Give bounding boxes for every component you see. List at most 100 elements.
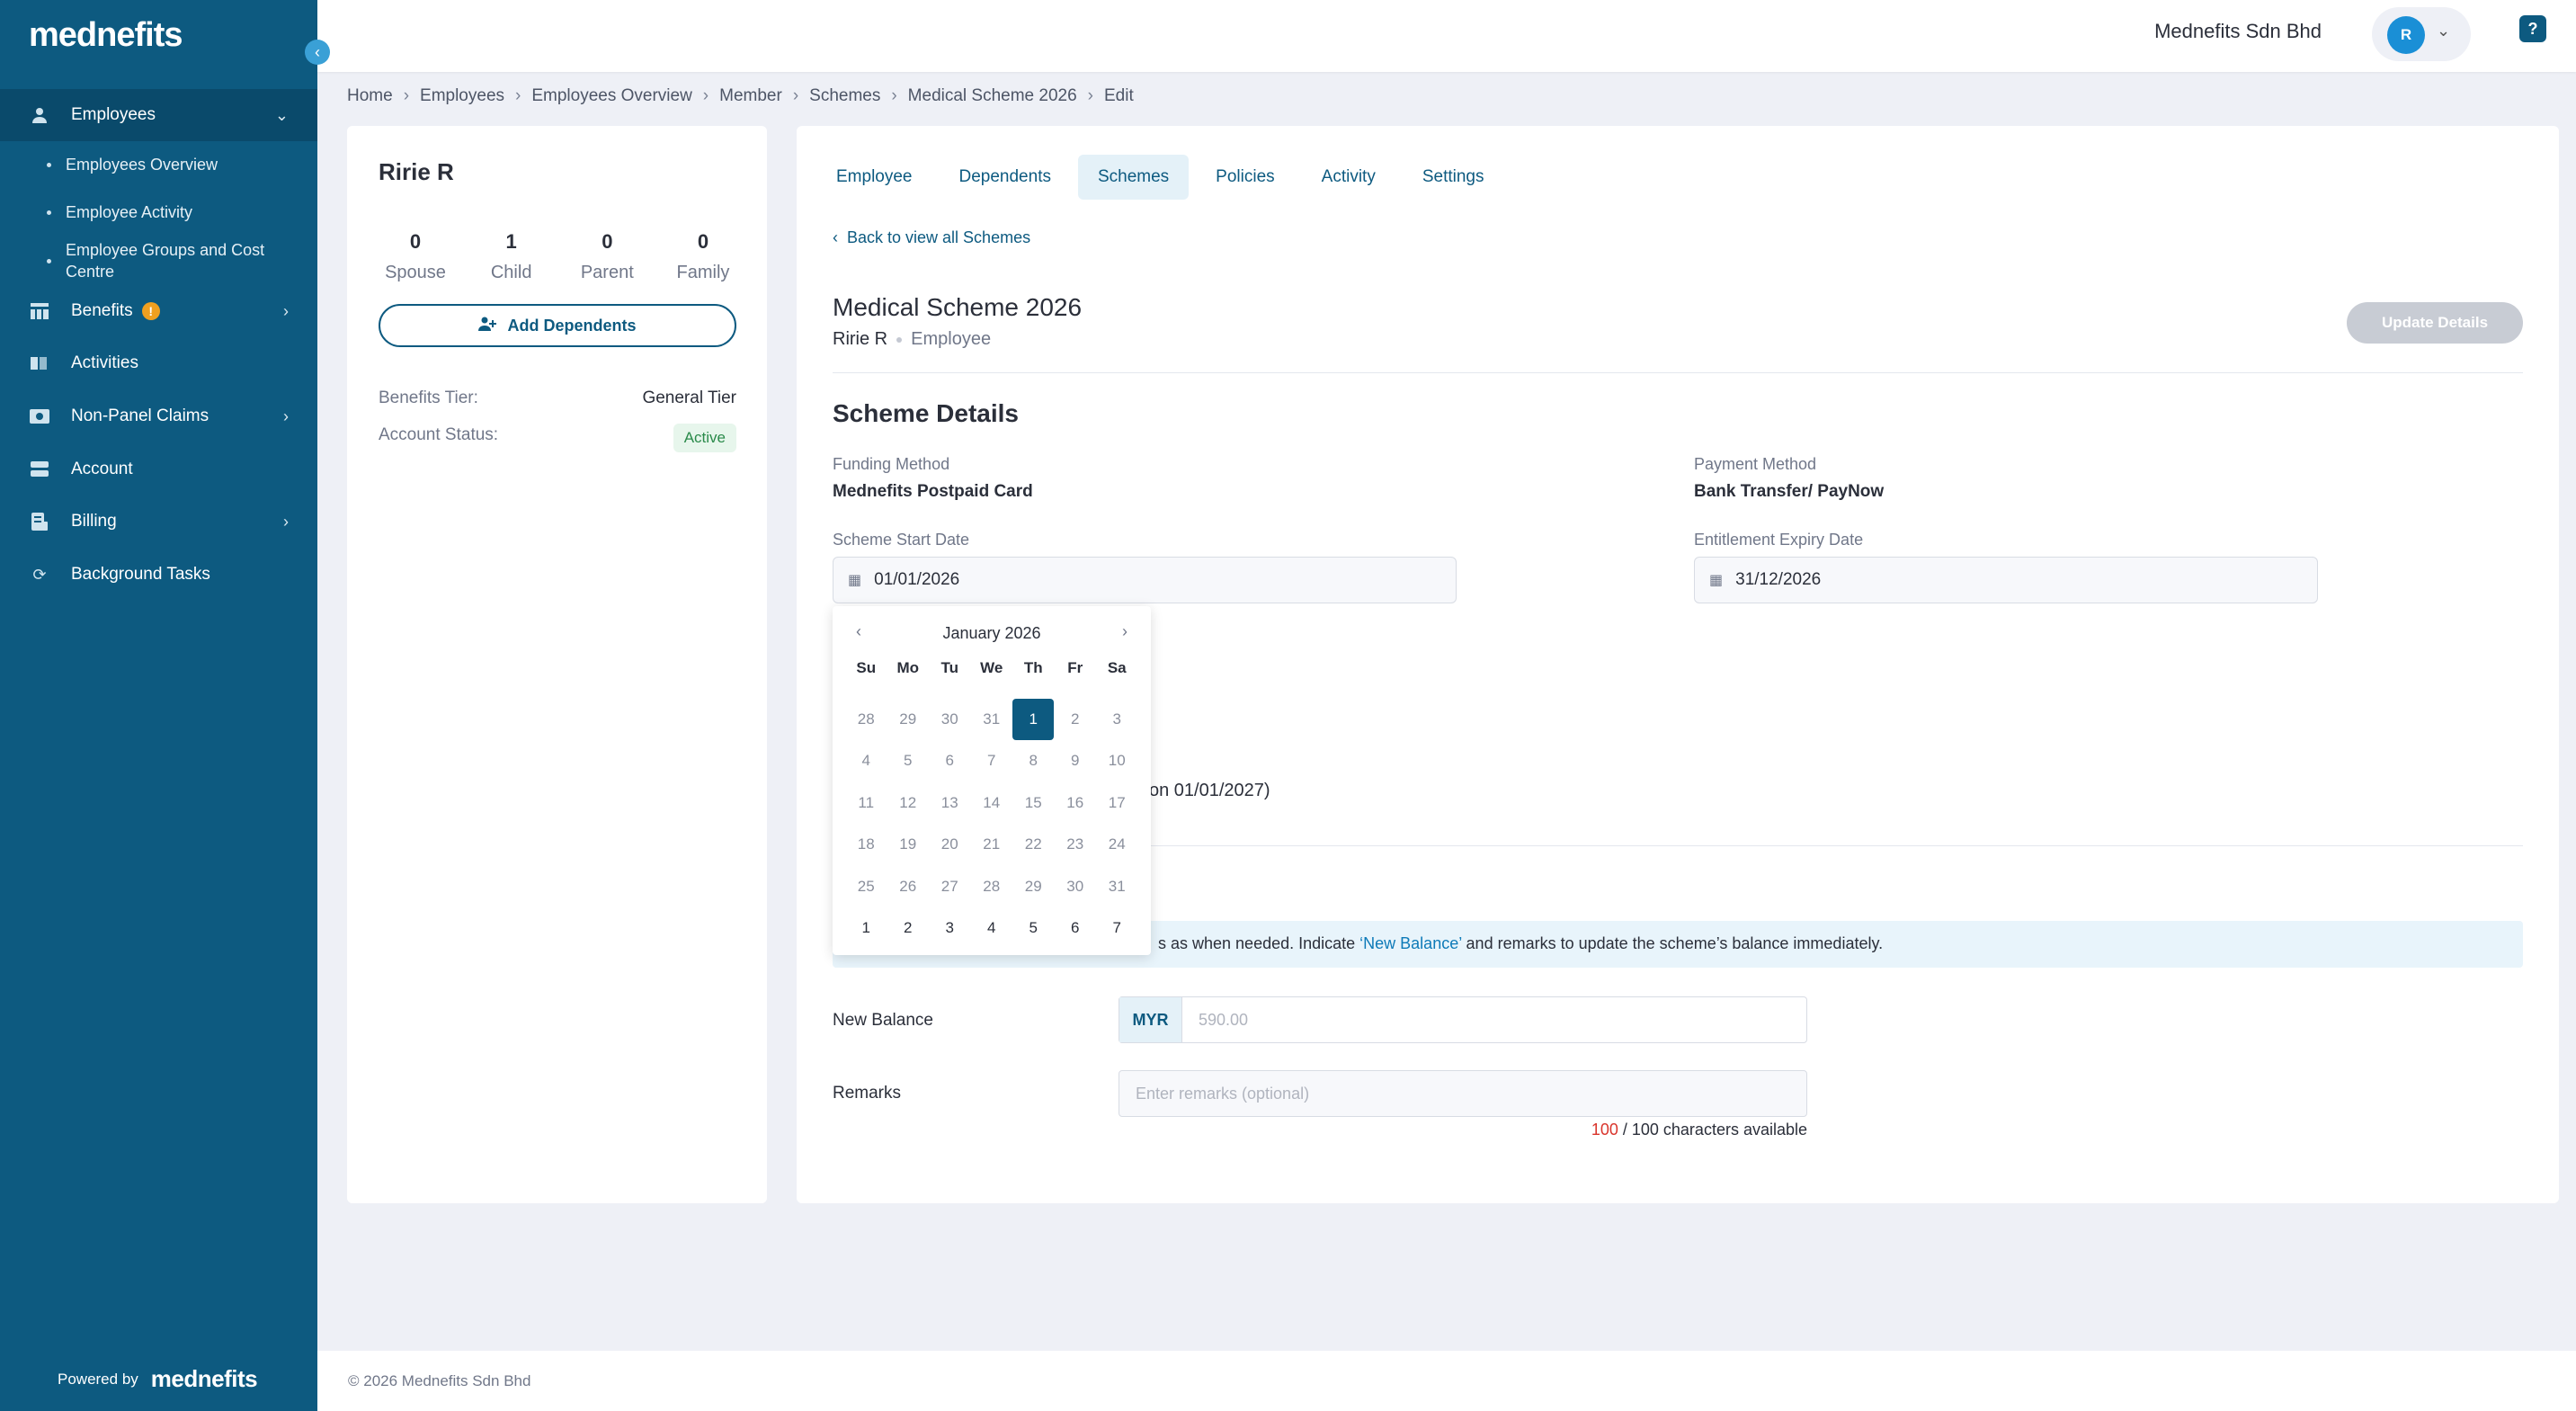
calendar-day[interactable]: 17 (1108, 793, 1126, 811)
calendar-day[interactable]: 8 (1029, 752, 1038, 770)
calendar-day[interactable]: 14 (983, 793, 1001, 811)
update-details-button[interactable]: Update Details (2347, 302, 2523, 344)
account-status-row: Account Status: Active (379, 424, 736, 452)
calendar-day[interactable]: 30 (1066, 877, 1084, 895)
calendar-day[interactable]: 10 (1108, 752, 1126, 770)
calendar-day[interactable]: 23 (1066, 835, 1084, 853)
sidebar-item-activities[interactable]: Activities (0, 337, 317, 389)
calendar-day[interactable]: 18 (857, 835, 875, 853)
calendar-day[interactable]: 3 (1112, 710, 1121, 728)
bullet-icon (47, 259, 51, 263)
selected-day[interactable]: 1 (1012, 698, 1055, 740)
calendar-day[interactable]: 1 (861, 919, 870, 937)
calendar-day[interactable]: 13 (940, 793, 958, 811)
calendar-day[interactable]: 16 (1066, 793, 1084, 811)
stat-child: 1 Child (490, 230, 532, 282)
breadcrumb-member[interactable]: Member (719, 86, 782, 105)
calendar-day[interactable]: 7 (1112, 919, 1121, 937)
weekday-header: We (980, 659, 1003, 676)
sidebar-item-billing[interactable]: Billing › (0, 496, 317, 548)
add-dependents-button[interactable]: Add Dependents (379, 304, 736, 347)
sidebar-subitem-employees-overview[interactable]: Employees Overview (47, 154, 316, 175)
new-balance-label: New Balance (833, 1011, 933, 1030)
tab-policies[interactable]: Policies (1216, 167, 1275, 186)
calendar-day[interactable]: 26 (899, 877, 917, 895)
tab-settings[interactable]: Settings (1422, 167, 1484, 186)
back-to-schemes-link[interactable]: ‹ Back to view all Schemes (833, 228, 1031, 246)
top-bar: Mednefits Sdn Bhd R ⌄ ? (317, 0, 2576, 72)
calendar-day[interactable]: 21 (983, 835, 1001, 853)
calendar-day[interactable]: 29 (899, 710, 917, 728)
breadcrumb-scheme[interactable]: Medical Scheme 2026 (907, 86, 1077, 105)
prev-month-button[interactable]: ‹ (856, 622, 861, 640)
invoice-icon (29, 512, 50, 531)
calendar-day[interactable]: 29 (1024, 877, 1042, 895)
calendar-day[interactable]: 1 (1012, 698, 1055, 741)
calendar-day[interactable]: 6 (945, 752, 954, 770)
tab-schemes[interactable]: Schemes (1077, 155, 1190, 200)
expiry-date-input[interactable]: ▦ 31/12/2026 (1694, 557, 2318, 603)
sidebar-item-benefits[interactable]: Benefits! › (0, 285, 317, 337)
user-menu-button[interactable]: R ⌄ (2372, 7, 2471, 61)
calendar-day[interactable]: 19 (899, 835, 917, 853)
book-icon (29, 353, 50, 373)
copyright: © 2026 Mednefits Sdn Bhd (348, 1372, 531, 1389)
calendar-day[interactable]: 5 (904, 752, 913, 770)
sidebar-item-non-panel-claims[interactable]: Non-Panel Claims › (0, 390, 317, 442)
calendar-day[interactable]: 31 (1108, 877, 1126, 895)
stat-spouse: 0 Spouse (385, 230, 446, 282)
help-icon[interactable]: ? (2519, 15, 2546, 42)
calendar-day[interactable]: 9 (1071, 752, 1080, 770)
calendar-day[interactable]: 31 (983, 710, 1001, 728)
calendar-day[interactable]: 15 (1024, 793, 1042, 811)
tab-activity[interactable]: Activity (1321, 167, 1376, 186)
chevron-right-icon: › (283, 512, 289, 531)
calendar-day[interactable]: 11 (858, 793, 875, 811)
sidebar-subitem-employee-activity[interactable]: Employee Activity (47, 201, 316, 223)
breadcrumb-employees[interactable]: Employees (420, 86, 505, 105)
calendar-day[interactable]: 12 (899, 793, 917, 811)
refresh-icon: ⟳ (32, 565, 47, 584)
expiry-date-label: Entitlement Expiry Date (1694, 531, 1864, 549)
calendar-day[interactable]: 6 (1071, 919, 1080, 937)
tab-employee[interactable]: Employee (836, 167, 913, 186)
calendar-day[interactable]: 3 (945, 919, 954, 937)
calendar-day[interactable]: 2 (1071, 710, 1080, 728)
remarks-input[interactable]: Enter remarks (optional) (1119, 1070, 1807, 1117)
benefits-tier-value: General Tier (642, 388, 736, 407)
calendar-day[interactable]: 22 (1024, 835, 1042, 853)
breadcrumb-employees-overview[interactable]: Employees Overview (531, 86, 692, 105)
next-month-button[interactable]: › (1122, 622, 1128, 640)
member-name: Ririe R (379, 158, 454, 185)
chevron-right-icon: › (792, 86, 799, 105)
datepicker-popup: ‹ January 2026 › Su Mo Tu We Th Fr Sa 28 29 30 31 1… (833, 606, 1151, 955)
calendar-day[interactable]: 27 (940, 877, 958, 895)
sidebar-item-employees[interactable]: Employees ⌄ (0, 89, 317, 141)
start-date-input[interactable]: ▦ 01/01/2026 (833, 557, 1457, 603)
sidebar-item-background-tasks[interactable]: ⟳ Background Tasks (0, 549, 317, 601)
calendar-day[interactable]: 5 (1029, 919, 1038, 937)
sidebar-item-label: Activities (71, 353, 138, 372)
sidebar-item-label: Billing (71, 512, 117, 531)
calendar-day[interactable]: 4 (861, 752, 870, 770)
sidebar-item-label: Employees (71, 105, 156, 124)
calendar-day[interactable]: 28 (857, 710, 875, 728)
collapse-sidebar-button[interactable]: ‹ (305, 40, 330, 65)
sidebar-item-account[interactable]: Account (0, 443, 317, 496)
breadcrumb-home[interactable]: Home (347, 86, 393, 105)
calendar-day[interactable]: 25 (857, 877, 875, 895)
breadcrumb-schemes[interactable]: Schemes (809, 86, 881, 105)
tab-dependents[interactable]: Dependents (958, 167, 1051, 186)
mednefits-logo[interactable]: mednefits (29, 16, 183, 54)
calendar-day[interactable]: 28 (983, 877, 1001, 895)
calendar-day[interactable]: 24 (1108, 835, 1126, 853)
company-name: Mednefits Sdn Bhd (2154, 20, 2322, 42)
calendar-day[interactable]: 7 (987, 752, 996, 770)
divider (833, 845, 2523, 846)
calendar-day[interactable]: 2 (904, 919, 913, 937)
calendar-day[interactable]: 20 (940, 835, 958, 853)
new-balance-input[interactable]: MYR 590.00 (1119, 996, 1807, 1043)
calendar-day[interactable]: 30 (940, 710, 958, 728)
sidebar-subitem-employee-groups[interactable]: Employee Groups and Cost Centre (47, 239, 281, 282)
calendar-day[interactable]: 4 (987, 919, 996, 937)
